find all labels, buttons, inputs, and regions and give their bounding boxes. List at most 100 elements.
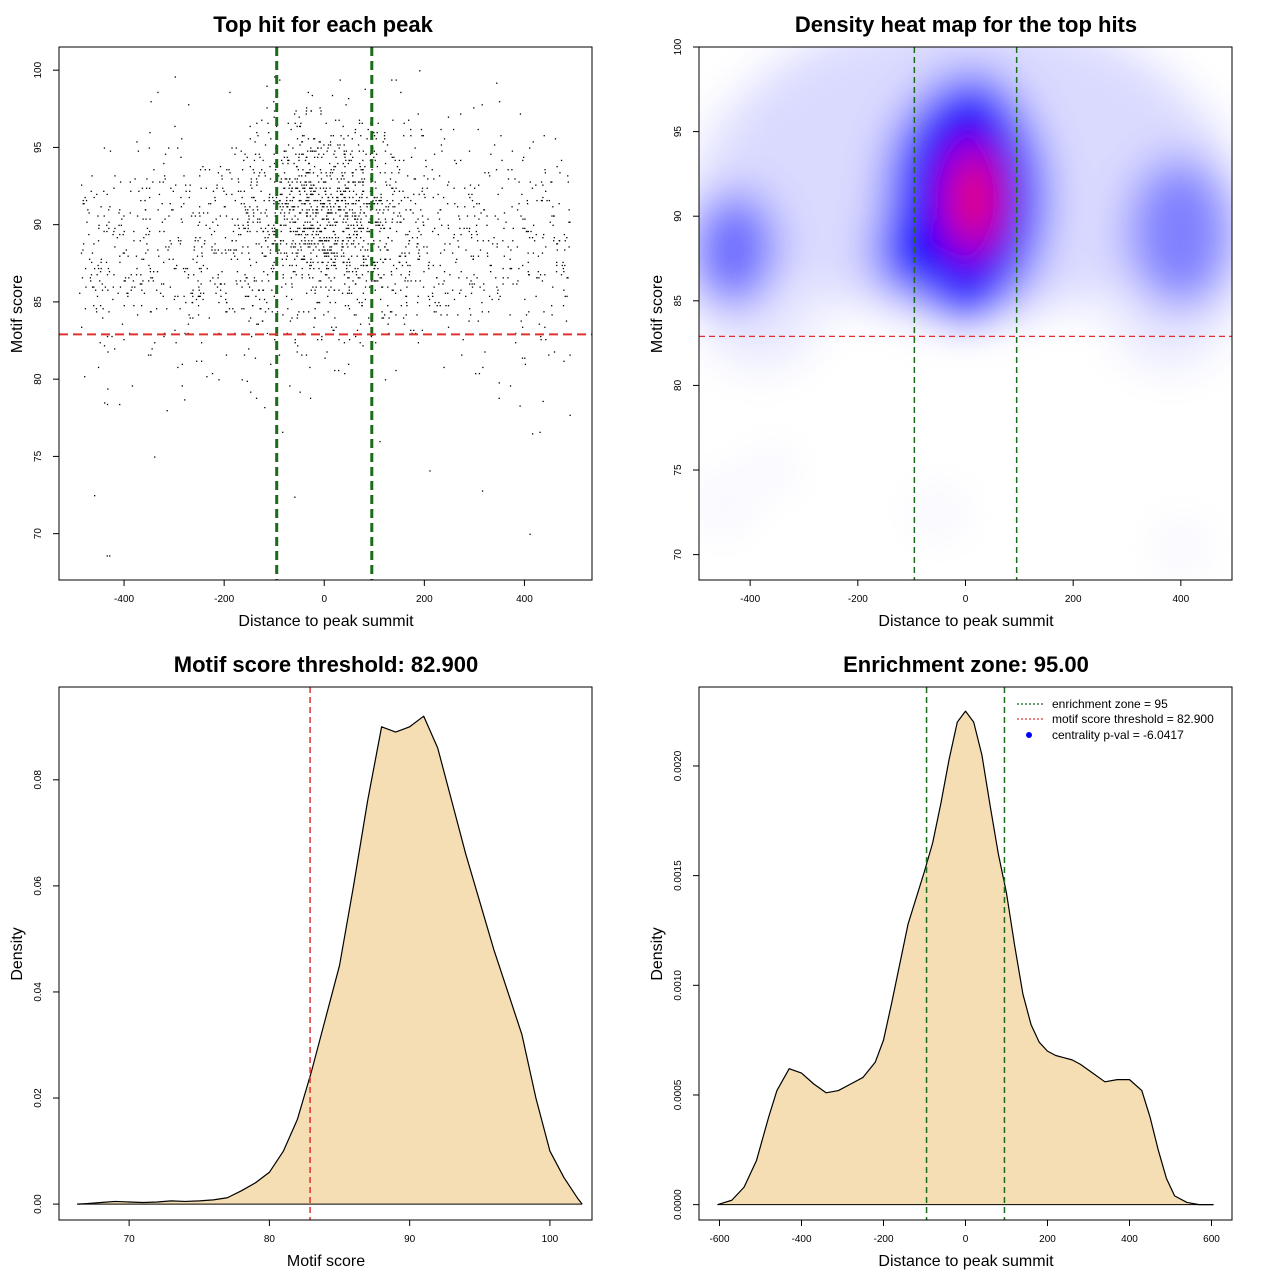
y-tick-label: 95 [33,141,44,153]
scatter-point [389,227,392,230]
scatter-point [482,366,484,369]
scatter-point [313,190,315,192]
scatter-point [447,326,450,328]
scatter-point [312,172,315,174]
scatter-point [487,311,490,313]
scatter-point [323,255,326,257]
scatter-point [408,252,410,254]
scatter-point [346,271,348,273]
scatter-point [355,169,357,171]
scatter-point [359,181,361,183]
scatter-point [295,233,297,236]
scatter-point [298,212,301,214]
scatter-point [471,286,474,288]
scatter-point [526,203,529,205]
scatter-point [198,212,200,214]
scatter-point [268,131,270,134]
scatter-point [478,218,480,220]
scatter-point [362,264,364,267]
scatter-point [309,366,311,369]
scatter-point [289,199,291,202]
scatter-point [200,271,203,273]
scatter-point [302,258,305,260]
scatter-point [240,233,242,236]
scatter-point [344,172,346,174]
scatter-point [193,249,195,251]
scatter-point [272,196,274,199]
scatter-point [106,403,109,406]
scatter-point [315,212,317,214]
scatter-point [250,181,253,183]
scatter-point [465,295,467,298]
scatter-point [231,240,233,242]
scatter-point [273,199,275,202]
y-axis-label: Motif score [649,275,666,353]
scatter-point [304,221,306,223]
scatter-point [439,264,441,267]
scatter-point [332,252,334,254]
scatter-point [314,243,316,245]
scatter-point [118,212,120,214]
scatter-point [423,175,425,177]
scatter-point [443,280,445,282]
scatter-point [336,178,339,180]
scatter-point [279,240,282,242]
scatter-point [322,181,325,183]
scatter-point [136,267,138,270]
scatter-point [166,308,168,310]
scatter-point [123,305,125,307]
scatter-point [363,178,366,180]
scatter-point [353,314,356,316]
scatter-point [340,199,343,202]
scatter-point [354,215,356,217]
x-axis-label: Distance to peak summit [878,1253,1054,1270]
scatter-point [555,271,558,273]
scatter-point [151,348,153,350]
plot-area [77,687,583,1220]
scatter-point [327,252,329,254]
scatter-point [332,261,334,264]
scatter-point [317,212,319,214]
scatter-point [343,138,345,140]
scatter-point [528,274,530,276]
scatter-point [422,135,424,137]
scatter-point [566,277,568,279]
scatter-point [332,224,334,226]
scatter-point [226,169,228,171]
scatter-point [237,218,239,220]
scatter-point [459,218,461,220]
scatter-point [89,277,92,279]
scatter-point [556,261,558,264]
scatter-point [498,397,500,399]
scatter-point [315,246,317,248]
scatter-point [236,258,239,260]
chart-title: Motif score threshold: 82.900 [174,652,478,677]
scatter-point [97,264,99,267]
scatter-point [334,317,336,319]
scatter-point [354,230,356,233]
scatter-point [179,308,181,310]
scatter-point [236,271,239,273]
scatter-point [348,271,350,273]
scatter-point [359,323,362,325]
scatter-point [157,249,159,251]
scatter-point [383,314,386,316]
scatter-point [291,243,293,245]
scatter-point [261,280,263,282]
scatter-point [149,196,151,199]
scatter-point [255,243,257,245]
scatter-point [347,203,349,205]
scatter-point [298,311,300,313]
scatter-point [428,305,431,307]
scatter-point [400,215,402,217]
scatter-point [337,237,340,239]
scatter-point [354,131,356,134]
scatter-point [495,277,497,279]
scatter-point [379,230,381,233]
scatter-point [97,240,100,242]
scatter-point [511,169,513,171]
scatter-point [524,218,526,220]
scatter-point [80,184,83,186]
scatter-point [498,298,500,301]
scatter-point [366,138,368,140]
